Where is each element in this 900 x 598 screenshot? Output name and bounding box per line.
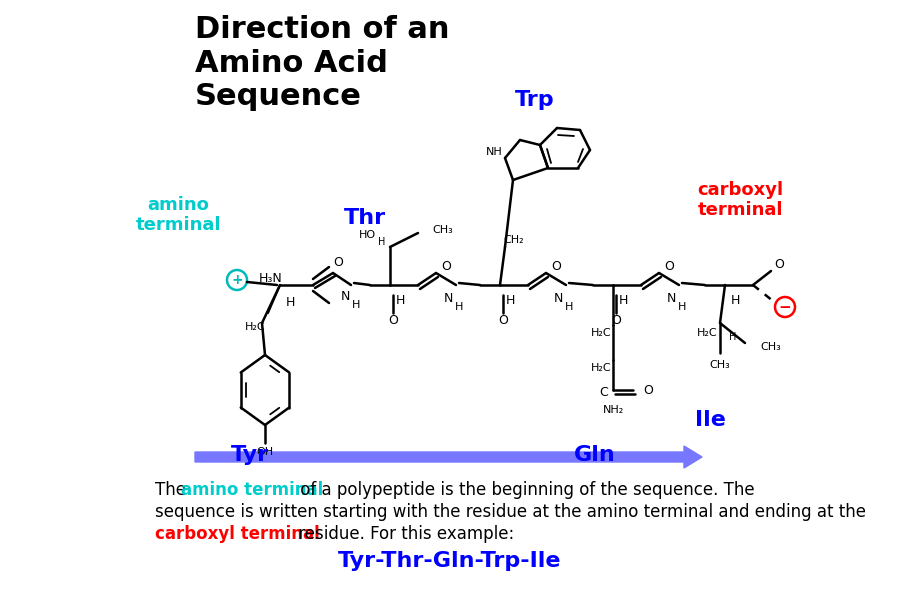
- Text: H₂C: H₂C: [245, 322, 266, 332]
- Text: Gln: Gln: [574, 445, 616, 465]
- Text: N: N: [666, 292, 676, 306]
- Text: O: O: [664, 261, 674, 273]
- Text: Thr: Thr: [344, 208, 386, 228]
- Text: amino
terminal: amino terminal: [135, 196, 220, 234]
- Text: amino terminal: amino terminal: [181, 481, 323, 499]
- Text: carboxyl terminal: carboxyl terminal: [155, 525, 320, 543]
- Text: H₃N: H₃N: [259, 271, 283, 285]
- Text: H: H: [395, 294, 405, 307]
- Text: H₂C: H₂C: [590, 328, 611, 338]
- Text: Ile: Ile: [695, 410, 725, 430]
- Text: CH₃: CH₃: [709, 360, 731, 370]
- Text: Direction of an
Amino Acid
Sequence: Direction of an Amino Acid Sequence: [195, 15, 449, 111]
- Text: carboxyl
terminal: carboxyl terminal: [697, 181, 783, 219]
- Text: H: H: [618, 294, 627, 307]
- Text: NH: NH: [486, 147, 503, 157]
- Text: CH₃: CH₃: [432, 225, 453, 235]
- Text: H: H: [505, 294, 515, 307]
- Text: H: H: [378, 237, 385, 247]
- Text: of a polypeptide is the beginning of the sequence. The: of a polypeptide is the beginning of the…: [295, 481, 754, 499]
- Text: HO: HO: [359, 230, 376, 240]
- Text: H₂C: H₂C: [697, 328, 717, 338]
- Text: H: H: [352, 300, 360, 310]
- Text: N: N: [554, 292, 562, 306]
- Text: O: O: [774, 258, 784, 271]
- Text: NH₂: NH₂: [602, 405, 624, 415]
- Text: O: O: [643, 385, 652, 398]
- Text: H₂C: H₂C: [590, 363, 611, 373]
- Text: residue. For this example:: residue. For this example:: [293, 525, 514, 543]
- Text: −: −: [778, 300, 791, 315]
- Text: O: O: [611, 313, 621, 327]
- Text: sequence is written starting with the residue at the amino terminal and ending a: sequence is written starting with the re…: [155, 503, 866, 521]
- Text: N: N: [340, 291, 350, 304]
- Text: Tyr-Thr-Gln-Trp-Ile: Tyr-Thr-Gln-Trp-Ile: [338, 551, 562, 571]
- Text: H: H: [285, 297, 294, 310]
- Text: O: O: [498, 313, 508, 327]
- Text: H: H: [678, 302, 686, 312]
- Text: H: H: [565, 302, 573, 312]
- Text: OH: OH: [256, 447, 274, 457]
- FancyArrow shape: [195, 446, 702, 468]
- Text: C: C: [599, 386, 608, 398]
- Text: O: O: [441, 261, 451, 273]
- Text: O: O: [333, 257, 343, 270]
- Text: Trp: Trp: [515, 90, 554, 110]
- Text: The: The: [155, 481, 191, 499]
- Text: CH₃: CH₃: [760, 342, 781, 352]
- Text: H: H: [729, 332, 737, 342]
- Text: N: N: [444, 292, 453, 306]
- Text: Tyr: Tyr: [231, 445, 269, 465]
- Text: H: H: [730, 294, 740, 307]
- Text: CH₂: CH₂: [504, 235, 525, 245]
- Text: H: H: [454, 302, 464, 312]
- Text: O: O: [551, 261, 561, 273]
- Text: O: O: [388, 313, 398, 327]
- Text: +: +: [231, 273, 243, 287]
